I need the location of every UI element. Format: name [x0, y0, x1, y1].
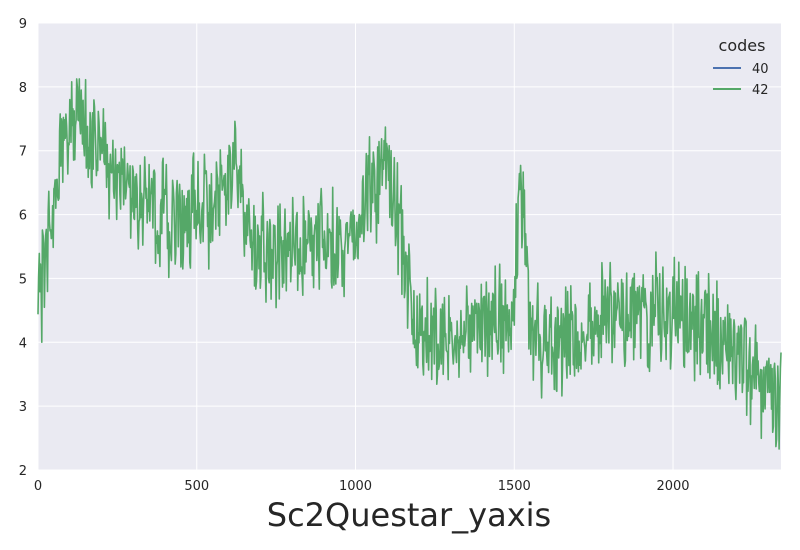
- x-tick-label: 1500: [498, 479, 531, 494]
- legend-title: codes: [719, 36, 766, 55]
- x-tick-label: 2000: [656, 479, 689, 494]
- series-line-42: [37, 78, 782, 450]
- y-tick-label: 6: [19, 209, 27, 224]
- y-tick-label: 3: [19, 400, 27, 415]
- y-tick-label: 2: [19, 464, 27, 479]
- x-tick-label: 0: [34, 479, 42, 494]
- x-axis-label: Sc2Questar_yaxis: [267, 496, 551, 534]
- legend-label-series-42: 42: [752, 83, 769, 98]
- legend-label-series-40: 40: [752, 62, 769, 77]
- y-tick-label: 8: [19, 81, 27, 96]
- y-tick-label: 5: [19, 272, 27, 287]
- y-tick-label: 7: [19, 145, 27, 160]
- x-tick-label: 500: [184, 479, 209, 494]
- legend: codes 40 42: [713, 36, 769, 98]
- tick-labels: 0 500 1000 1500 2000 2 3 4 5 6 7 8 9: [19, 17, 690, 494]
- y-tick-label: 9: [19, 17, 27, 32]
- series-lines: [37, 78, 782, 450]
- y-tick-label: 4: [19, 336, 27, 351]
- x-tick-label: 1000: [339, 479, 372, 494]
